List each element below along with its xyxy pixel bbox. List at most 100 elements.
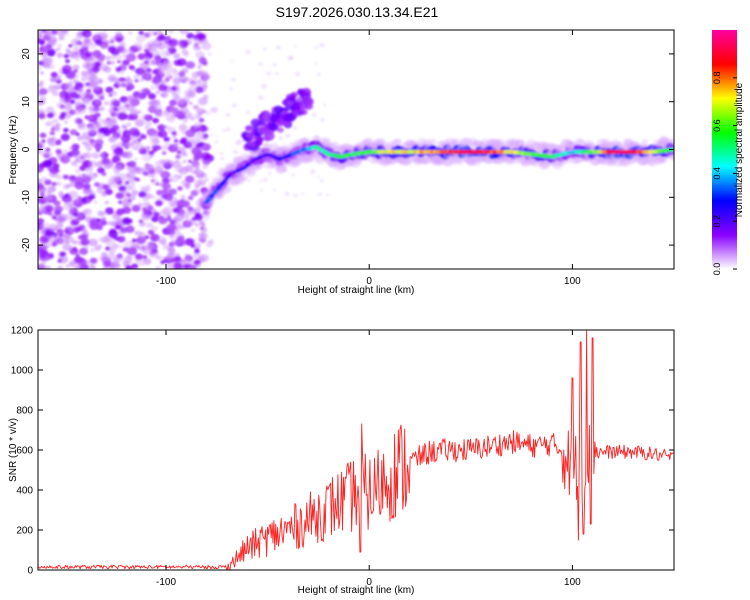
heatmap-cell <box>202 73 211 81</box>
heatmap-cell <box>147 43 158 51</box>
heatmap-cell <box>188 101 193 106</box>
heatmap-cell <box>134 79 139 83</box>
heatmap-cell <box>68 44 73 48</box>
heatmap-cell <box>39 132 47 138</box>
heatmap-cell <box>309 169 316 175</box>
heatmap-cell <box>168 40 174 44</box>
heatmap-cell <box>188 159 192 163</box>
heatmap-cell <box>127 194 136 201</box>
heatmap-cell <box>96 78 104 84</box>
spectrogram-heatmap <box>38 30 674 269</box>
heatmap-cell <box>100 211 107 216</box>
colorbar-tick-label: 0.2 <box>712 215 722 228</box>
heatmap-cell <box>107 45 117 53</box>
heatmap-cell <box>175 154 183 160</box>
heatmap-cell <box>230 60 234 63</box>
heatmap-cell <box>65 70 76 80</box>
heatmap-cell <box>45 147 50 151</box>
heatmap-cell <box>115 31 122 37</box>
heatmap-cell <box>148 250 159 258</box>
heatmap-cell <box>56 139 62 145</box>
heatmap-cell <box>129 107 139 116</box>
heatmap-cell <box>275 45 281 50</box>
heatmap-cell <box>155 182 160 186</box>
heatmap-cell <box>134 230 139 235</box>
heatmap-cell <box>195 170 205 178</box>
heatmap-cell <box>93 76 98 81</box>
heatmap-cell <box>162 60 173 68</box>
heatmap-cell <box>139 78 144 82</box>
heatmap-cell <box>56 228 65 235</box>
heatmap-cell <box>82 135 89 141</box>
heatmap-cell <box>155 265 161 269</box>
heatmap-cell <box>89 218 99 226</box>
heatmap-cell <box>156 189 164 196</box>
heatmap-cell <box>93 172 99 177</box>
heatmap-cell <box>97 167 105 174</box>
heatmap-cell <box>72 212 78 217</box>
heatmap-cell <box>74 181 85 190</box>
heatmap-cell <box>138 232 147 239</box>
heatmap-cell <box>79 165 86 171</box>
y-tick-label: 20 <box>21 48 32 60</box>
heatmap-cell <box>266 71 272 76</box>
heatmap-cell <box>60 112 67 117</box>
heatmap-cell <box>129 113 139 121</box>
heatmap-cell <box>290 92 298 98</box>
heatmap-cell <box>67 245 74 251</box>
heatmap-cell <box>62 174 69 180</box>
heatmap-cell <box>111 157 119 164</box>
heatmap-cell <box>160 91 169 98</box>
heatmap-cell <box>54 205 63 213</box>
heatmap-cell <box>165 70 172 77</box>
heatmap-cell <box>134 119 145 127</box>
heatmap-cell <box>144 121 152 127</box>
heatmap-cell <box>107 74 117 82</box>
heatmap-cell <box>141 153 152 162</box>
heatmap-cell <box>110 39 115 44</box>
heatmap-cell <box>128 160 137 168</box>
heatmap-cell <box>71 150 82 159</box>
heatmap-cell <box>161 159 172 168</box>
heatmap-cell <box>72 64 80 71</box>
heatmap-cell <box>162 124 168 129</box>
heatmap-cell <box>147 205 154 211</box>
heatmap-cell <box>275 72 280 76</box>
heatmap-cell <box>185 175 195 183</box>
heatmap-cell <box>153 103 162 111</box>
heatmap-cell <box>65 264 71 268</box>
heatmap-cell <box>70 175 76 180</box>
heatmap-cell <box>314 62 318 65</box>
heatmap-cell <box>641 139 649 145</box>
heatmap-cell <box>38 167 42 172</box>
heatmap-cell <box>140 213 151 222</box>
heatmap-cell <box>239 175 248 182</box>
heatmap-cell <box>193 105 199 110</box>
heatmap-cell <box>136 93 145 101</box>
heatmap-cell <box>135 253 143 260</box>
heatmap-cell <box>125 79 130 83</box>
heatmap-cell <box>160 260 166 265</box>
heatmap-cell <box>38 254 46 262</box>
heatmap-cell <box>83 183 91 190</box>
heatmap-cell <box>51 215 57 220</box>
heatmap-cell <box>188 266 193 269</box>
heatmap-cell <box>292 126 298 130</box>
heatmap-cell <box>163 193 173 201</box>
heatmap-cell <box>229 87 233 91</box>
heatmap-cell <box>207 52 213 56</box>
heatmap-cell <box>73 163 79 167</box>
heatmap-cell <box>84 208 92 215</box>
heatmap-cell <box>39 95 47 102</box>
heatmap-cell <box>268 171 272 175</box>
heatmap-cell <box>191 71 200 79</box>
heatmap-cell <box>81 153 88 159</box>
heatmap-cell <box>257 95 264 101</box>
heatmap-cell <box>119 245 123 249</box>
heatmap-cell <box>146 170 156 178</box>
heatmap-cell <box>160 50 170 58</box>
heatmap-cell <box>49 130 56 136</box>
heatmap-cell <box>195 199 203 206</box>
heatmap-cell <box>108 253 116 259</box>
heatmap-cell <box>114 53 123 61</box>
